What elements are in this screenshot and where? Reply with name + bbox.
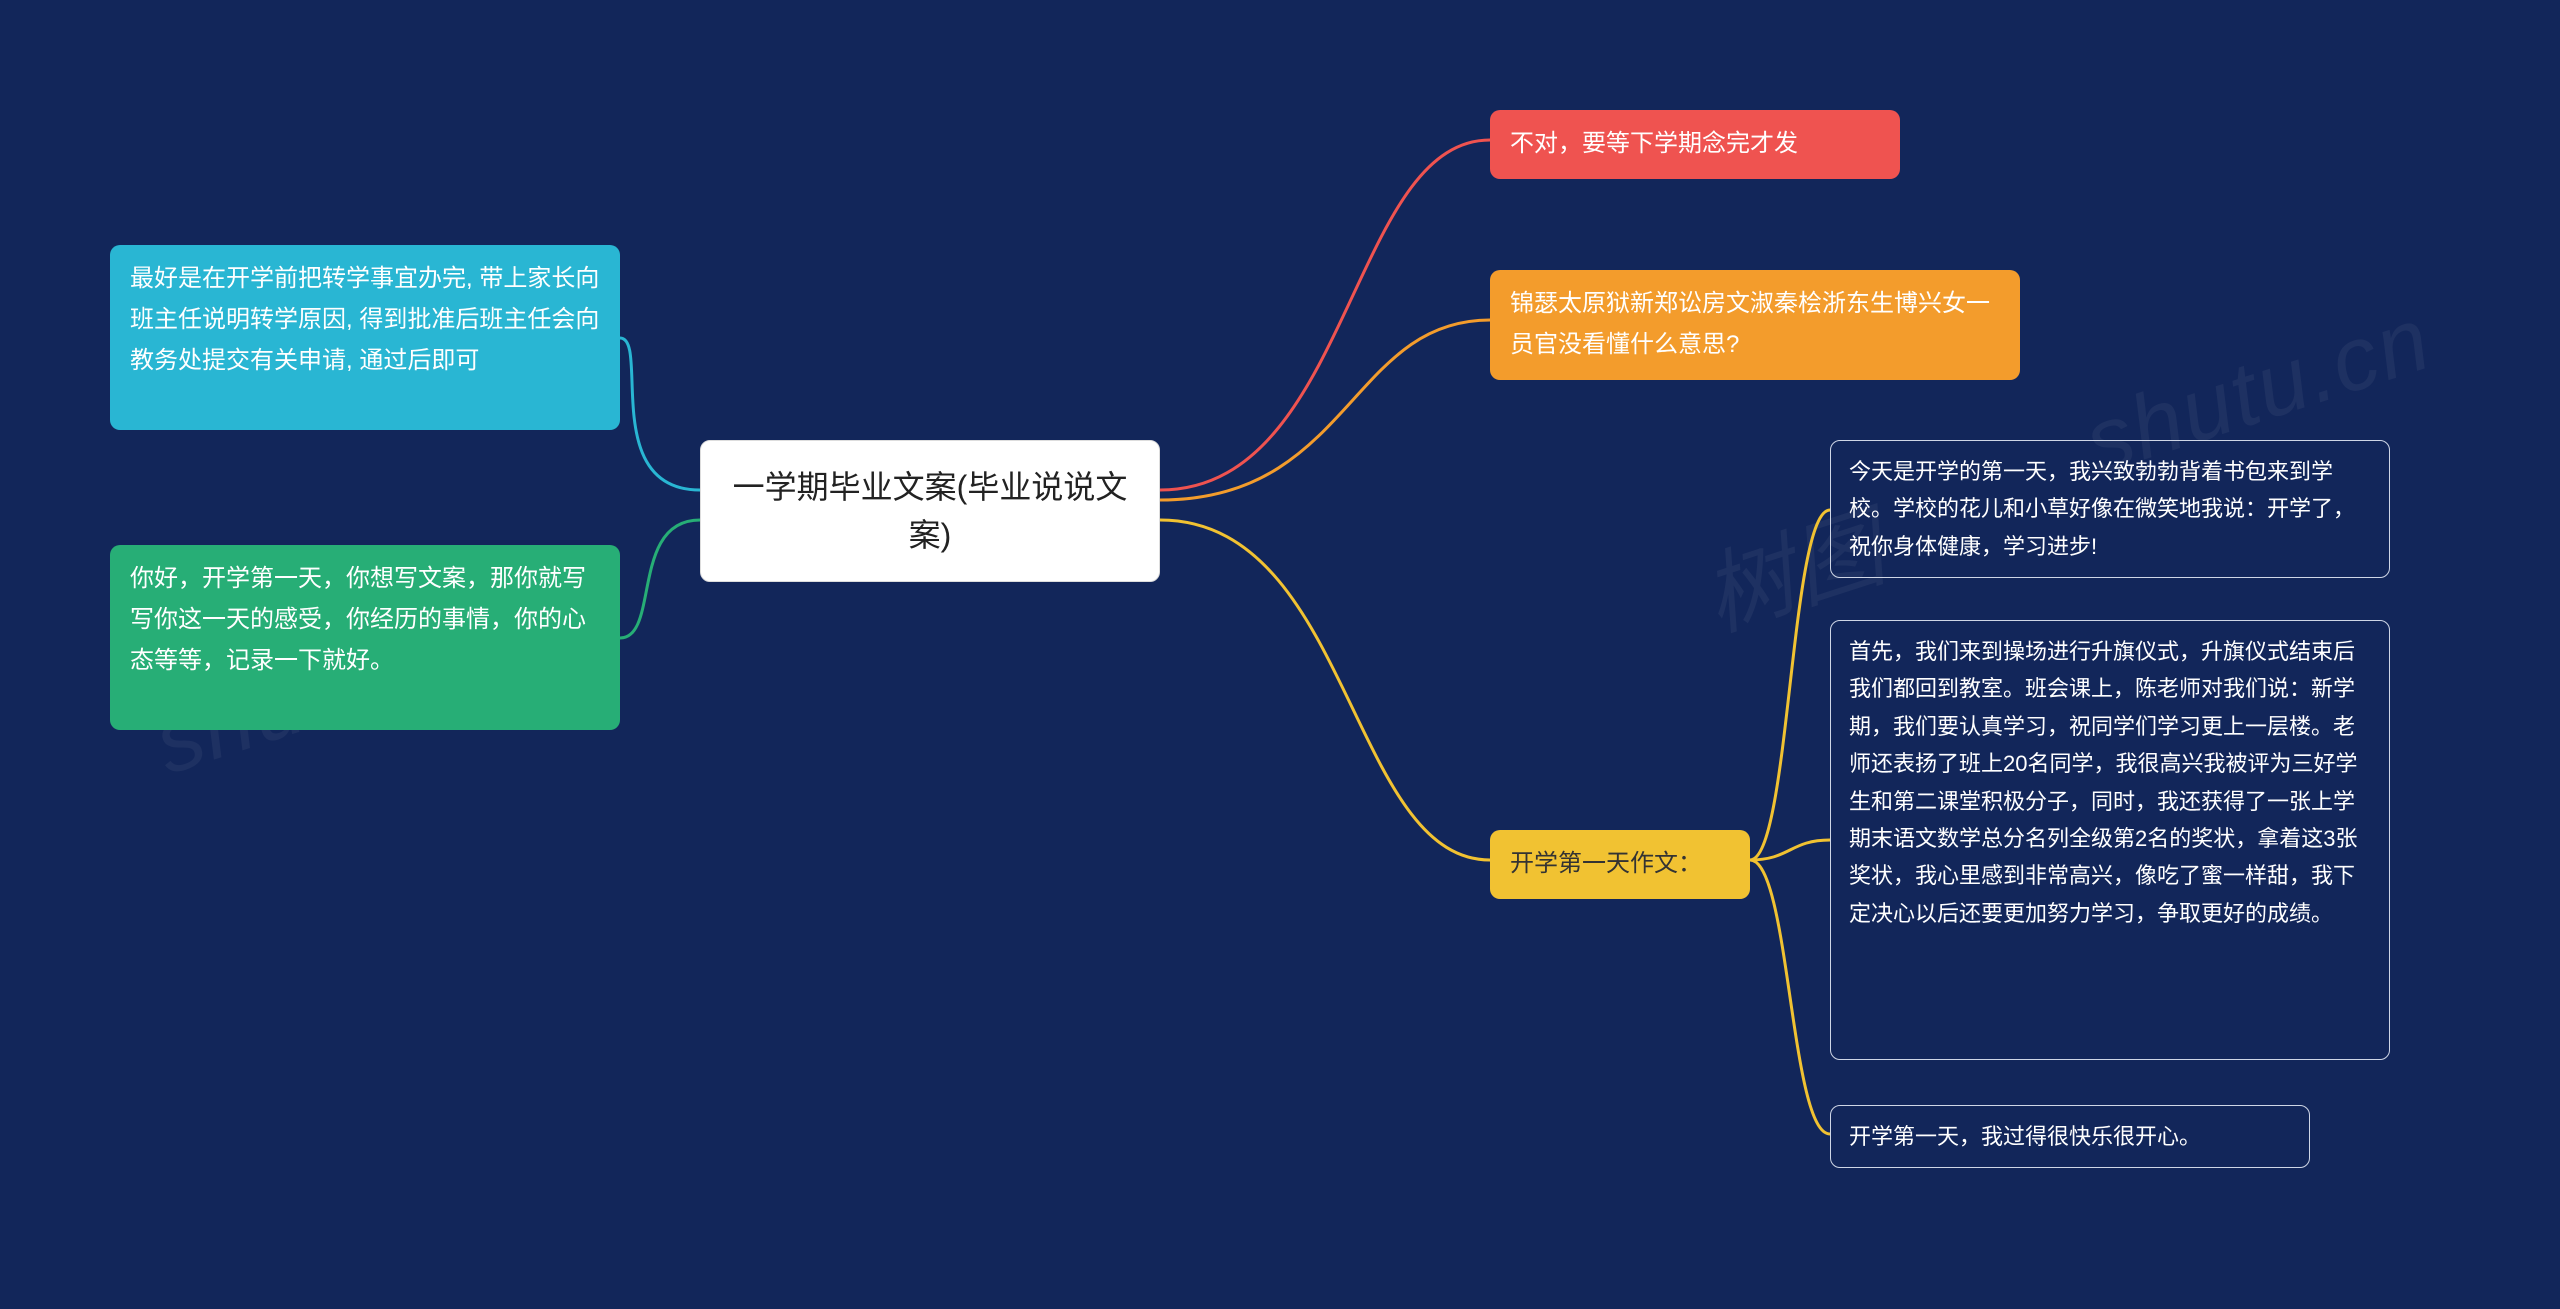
center-node[interactable]: 一学期毕业文案(毕业说说文案)	[700, 440, 1160, 582]
branch-right-wrong[interactable]: 不对，要等下学期念完才发	[1490, 110, 1900, 179]
branch-right-essay[interactable]: 开学第一天作文：	[1490, 830, 1750, 899]
leaf-essay-b[interactable]: 首先，我们来到操场进行升旗仪式，升旗仪式结束后我们都回到教室。班会课上，陈老师对…	[1830, 620, 2390, 1060]
leaf-essay-a[interactable]: 今天是开学的第一天，我兴致勃勃背着书包来到学校。学校的花儿和小草好像在微笑地我说…	[1830, 440, 2390, 578]
leaf-essay-c[interactable]: 开学第一天，我过得很快乐很开心。	[1830, 1105, 2310, 1168]
branch-left-transfer[interactable]: 最好是在开学前把转学事宜办完, 带上家长向班主任说明转学原因, 得到批准后班主任…	[110, 245, 620, 430]
branch-left-hello[interactable]: 你好，开学第一天，你想写文案，那你就写写你这一天的感受，你经历的事情，你的心态等…	[110, 545, 620, 730]
mindmap-canvas: { "background_color": "#12265a", "center…	[0, 0, 2560, 1309]
branch-right-jinse[interactable]: 锦瑟太原狱新郑讼房文淑秦桧浙东生博兴女一员官没看懂什么意思?	[1490, 270, 2020, 380]
